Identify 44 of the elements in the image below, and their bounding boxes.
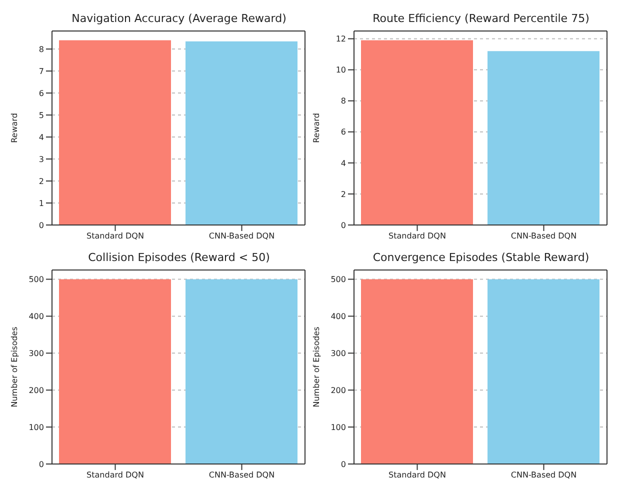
y-tick-label: 2 xyxy=(38,176,44,186)
y-tick-label: 0 xyxy=(340,460,346,469)
y-tick-label: 100 xyxy=(28,422,44,432)
y-tick-label: 6 xyxy=(340,128,346,137)
y-tick-label: 7 xyxy=(38,66,44,76)
y-axis-title: Reward xyxy=(10,113,19,143)
y-tick-label: 10 xyxy=(336,66,346,75)
y-tick-label: 100 xyxy=(330,422,346,432)
y-tick-label: 400 xyxy=(330,312,346,322)
y-axis-title: Reward xyxy=(312,113,321,143)
y-tick-label: 0 xyxy=(340,220,346,230)
y-tick-label: 300 xyxy=(330,348,346,358)
x-tick-label: Standard DQN xyxy=(388,470,446,480)
y-tick-label: 0 xyxy=(38,220,44,230)
y-tick-label: 8 xyxy=(340,96,346,106)
y-axis-title: Number of Episodes xyxy=(312,326,321,408)
x-tick-label: CNN-Based DQN xyxy=(208,470,275,480)
y-tick-label: 200 xyxy=(330,386,346,395)
y-tick-label: 300 xyxy=(28,348,44,358)
y-tick-label: 2 xyxy=(340,190,346,199)
y-tick-label: 5 xyxy=(38,110,44,120)
chart-title: Route Efficiency (Reward Percentile 75) xyxy=(372,12,590,25)
chart-title: Collision Episodes (Reward < 50) xyxy=(87,251,271,264)
x-tick-label: CNN-Based DQN xyxy=(208,232,275,241)
chart-title: Convergence Episodes (Stable Reward) xyxy=(372,251,590,264)
y-tick-label: 4 xyxy=(340,158,346,168)
x-tick-label: CNN-Based DQN xyxy=(510,232,577,241)
y-axis-title: Number of Episodes xyxy=(10,326,19,408)
x-tick-label: Standard DQN xyxy=(388,232,446,241)
y-tick-label: 4 xyxy=(38,132,44,142)
chart-title: Navigation Accuracy (Average Reward) xyxy=(70,12,288,25)
x-tick-label: CNN-Based DQN xyxy=(510,470,577,480)
x-tick-label: Standard DQN xyxy=(86,232,144,241)
y-tick-label: 6 xyxy=(38,88,44,98)
y-tick-label: 500 xyxy=(330,275,346,284)
y-tick-label: 1 xyxy=(38,198,44,208)
y-tick-label: 400 xyxy=(28,312,44,322)
y-tick-label: 0 xyxy=(38,460,44,469)
y-tick-label: 500 xyxy=(28,275,44,284)
y-tick-label: 8 xyxy=(38,44,44,54)
x-tick-label: Standard DQN xyxy=(86,470,144,480)
y-tick-label: 200 xyxy=(28,386,44,395)
y-tick-label: 12 xyxy=(336,34,346,44)
y-tick-label: 3 xyxy=(38,154,44,164)
